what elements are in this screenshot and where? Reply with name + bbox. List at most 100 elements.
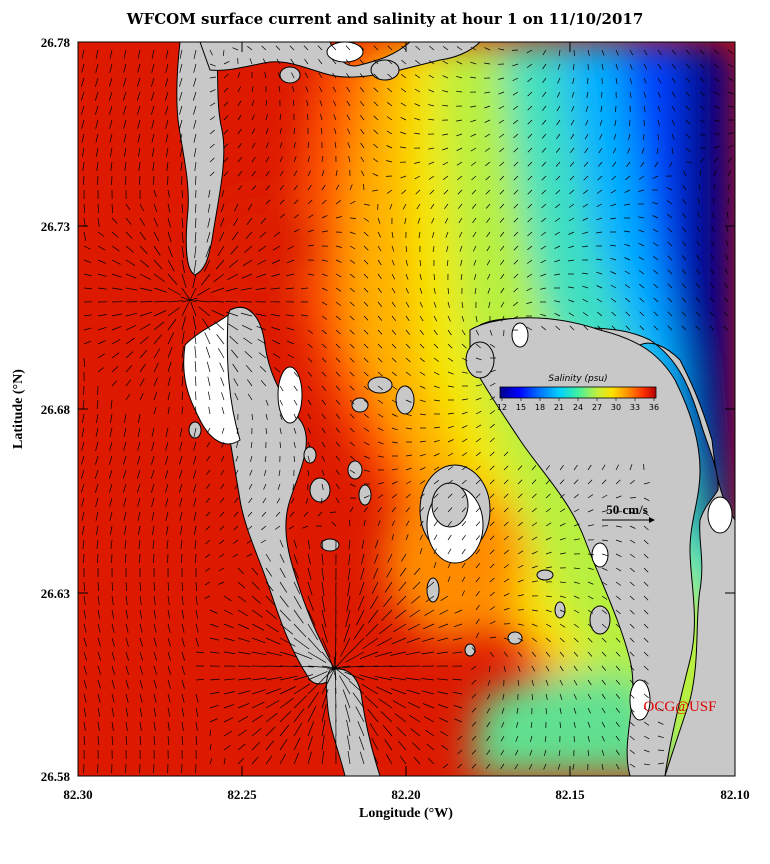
current-vector	[442, 60, 449, 65]
current-vector	[321, 329, 327, 335]
current-vector	[710, 254, 715, 261]
current-vector	[475, 618, 480, 625]
current-vector	[181, 302, 190, 317]
current-vector	[559, 464, 564, 471]
current-vector	[613, 133, 617, 140]
current-vector	[713, 183, 715, 191]
current-vector	[433, 439, 440, 443]
current-vector	[125, 175, 127, 186]
current-vector	[251, 689, 266, 695]
current-vector	[369, 723, 379, 737]
current-vector	[685, 49, 691, 55]
current-vector	[471, 175, 477, 181]
current-vector	[193, 133, 197, 143]
current-vector	[209, 637, 220, 641]
current-vector	[615, 637, 621, 643]
current-vector	[82, 539, 85, 549]
current-vector	[153, 245, 161, 256]
current-vector	[139, 679, 143, 689]
current-vector	[727, 170, 732, 177]
current-vector	[152, 525, 155, 535]
current-vector	[685, 63, 691, 69]
current-vector	[653, 325, 659, 331]
current-vector	[209, 157, 215, 163]
current-vector	[307, 399, 312, 406]
current-vector	[111, 721, 114, 731]
current-vector	[461, 315, 465, 322]
current-vector	[527, 231, 533, 237]
current-vector	[503, 549, 509, 555]
current-vector	[498, 77, 505, 80]
current-vector	[682, 184, 687, 191]
current-vector	[307, 214, 314, 219]
current-vector	[346, 595, 351, 612]
current-vector	[321, 689, 329, 709]
current-vector	[667, 311, 673, 317]
current-vector	[433, 480, 439, 485]
current-vector	[419, 399, 426, 403]
current-vector	[456, 161, 463, 166]
current-vector	[193, 119, 197, 129]
current-vector	[349, 469, 356, 474]
current-vector	[359, 674, 379, 681]
current-vector	[181, 679, 185, 689]
current-vector	[405, 273, 409, 280]
current-vector	[335, 287, 342, 292]
current-vector	[292, 100, 295, 107]
current-vector	[223, 129, 229, 135]
current-vector	[123, 427, 127, 437]
current-vector	[513, 203, 519, 209]
current-vector	[457, 763, 463, 769]
current-vector	[471, 721, 477, 727]
current-vector	[391, 245, 395, 252]
current-vector	[485, 763, 491, 769]
current-vector	[643, 497, 650, 502]
current-vector	[349, 637, 365, 653]
current-vector	[569, 175, 575, 181]
current-vector	[95, 63, 99, 73]
current-vector	[543, 749, 547, 756]
current-vector	[601, 49, 605, 56]
current-vector	[377, 385, 383, 391]
current-vector	[321, 427, 326, 434]
current-vector	[97, 693, 101, 703]
current-vector	[153, 362, 159, 373]
current-vector	[360, 142, 365, 149]
current-vector	[681, 255, 687, 261]
current-vector	[293, 623, 307, 638]
current-vector	[386, 130, 393, 135]
current-vector	[265, 637, 281, 645]
current-vector	[724, 282, 729, 289]
current-vector	[271, 326, 281, 331]
current-vector	[402, 203, 407, 210]
current-vector	[625, 297, 631, 303]
current-vector	[391, 520, 396, 527]
current-vector	[452, 651, 463, 654]
current-vector	[428, 175, 435, 180]
current-vector	[125, 679, 129, 689]
current-vector	[657, 762, 664, 765]
current-vector	[456, 46, 463, 51]
current-vector	[710, 268, 715, 275]
current-vector	[545, 665, 550, 672]
current-vector	[419, 534, 423, 541]
current-vector	[237, 678, 252, 681]
current-vector	[291, 497, 295, 504]
current-vector	[559, 522, 566, 527]
current-vector	[81, 105, 85, 115]
current-vector	[153, 175, 155, 186]
current-vector	[401, 59, 407, 65]
current-vector	[275, 511, 281, 517]
current-vector	[386, 160, 393, 163]
current-vector	[615, 105, 617, 113]
current-vector	[383, 595, 393, 608]
current-vector	[137, 441, 141, 451]
x-tick-label: 82.15	[555, 787, 585, 802]
current-vector	[293, 595, 302, 610]
current-vector	[307, 553, 311, 565]
current-vector	[331, 521, 337, 527]
current-vector	[596, 271, 603, 275]
current-vector	[426, 743, 435, 751]
current-vector	[489, 665, 491, 673]
current-vector	[554, 273, 561, 276]
